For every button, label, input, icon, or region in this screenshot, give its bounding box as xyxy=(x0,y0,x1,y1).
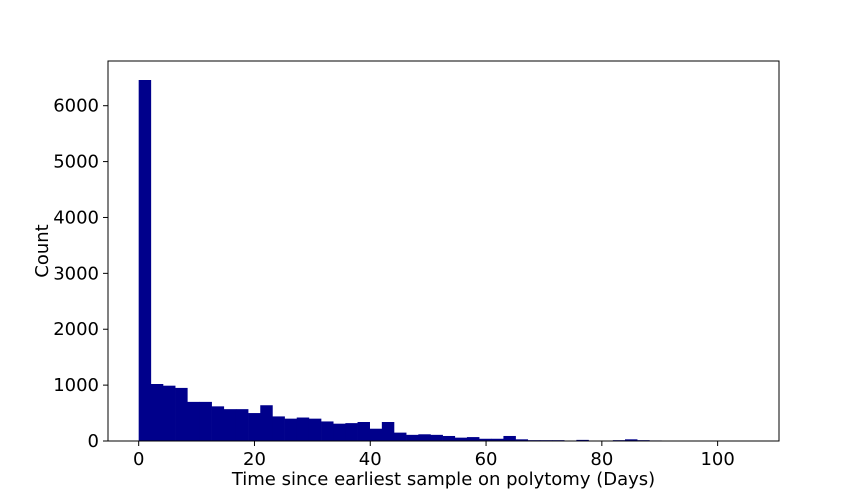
histogram-bar xyxy=(381,422,395,441)
histogram-bar xyxy=(211,406,225,441)
histogram-bar xyxy=(491,438,504,441)
histogram-bar xyxy=(406,434,419,441)
histogram-bar xyxy=(333,423,346,441)
x-tick-label: 60 xyxy=(475,449,498,470)
histogram-bar xyxy=(284,418,298,441)
histogram-bar xyxy=(418,434,431,441)
histogram-bar xyxy=(175,387,188,441)
y-tick-label: 3000 xyxy=(53,263,99,284)
histogram-bars xyxy=(138,80,674,441)
histogram-bar xyxy=(321,421,334,441)
histogram-bar xyxy=(479,438,492,441)
x-tick-label: 80 xyxy=(590,449,613,470)
x-tick-label: 20 xyxy=(243,449,266,470)
y-axis-label: Count xyxy=(32,224,53,277)
histogram-bar xyxy=(394,432,407,441)
y-tick-label: 0 xyxy=(88,431,99,452)
y-tick-label: 6000 xyxy=(53,96,99,117)
histogram-bar xyxy=(296,417,310,441)
histogram-bar xyxy=(199,401,212,441)
histogram-bar xyxy=(272,416,285,441)
histogram-bar xyxy=(308,418,322,441)
y-axis-ticks: 0 1000 2000 3000 4000 5000 6000 xyxy=(53,96,108,452)
histogram-bar xyxy=(150,384,164,441)
histogram-bar xyxy=(369,428,383,441)
histogram-bar xyxy=(260,405,273,441)
x-tick-label: 0 xyxy=(133,449,144,470)
y-tick-label: 5000 xyxy=(53,152,99,173)
y-tick-label: 4000 xyxy=(53,207,99,228)
histogram-bar xyxy=(138,80,152,441)
histogram-bar xyxy=(187,401,200,441)
histogram-bar xyxy=(163,385,176,441)
histogram-bar xyxy=(345,423,358,441)
histogram-bar xyxy=(576,439,589,441)
x-axis-ticks: 0 20 40 60 80 100 xyxy=(133,441,735,470)
histogram-bar xyxy=(454,437,468,441)
histogram-bar xyxy=(235,409,249,441)
y-tick-label: 2000 xyxy=(53,319,99,340)
x-tick-label: 40 xyxy=(359,449,382,470)
histogram-bar xyxy=(503,435,516,441)
histogram-bar xyxy=(248,413,261,441)
histogram-bar xyxy=(430,434,443,441)
y-tick-label: 1000 xyxy=(53,375,99,396)
histogram-bar xyxy=(357,422,370,441)
histogram-bar xyxy=(223,409,237,441)
x-tick-label: 100 xyxy=(700,449,734,470)
histogram-bar xyxy=(515,439,529,441)
histogram-bar xyxy=(625,439,638,441)
plot-frame xyxy=(107,60,780,442)
x-axis-label: Time since earliest sample on polytomy (… xyxy=(231,469,655,490)
histogram-bar xyxy=(442,435,456,441)
histogram-bar xyxy=(466,437,480,441)
